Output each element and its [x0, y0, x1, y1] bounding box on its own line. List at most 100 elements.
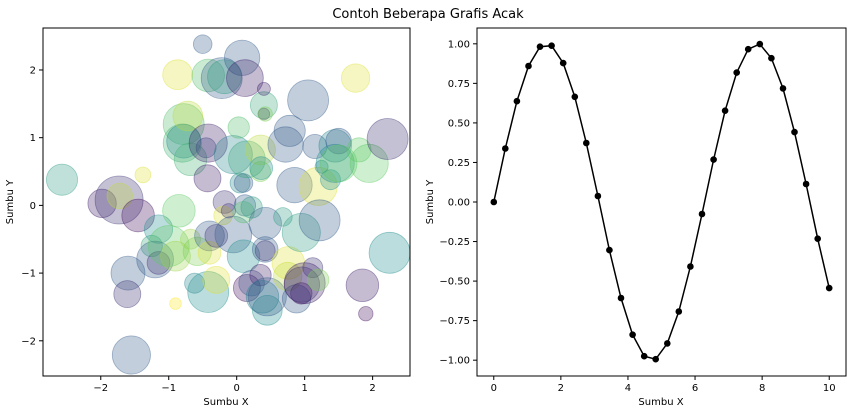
scatter-y-ticks: −2 −1 0 1 2: [21, 65, 43, 347]
line-y-tick-label-4: 0.00: [448, 198, 470, 209]
line-x-tick-label-2: 4: [625, 383, 631, 394]
line-x-tick-label-0: 0: [491, 383, 497, 394]
scatter-point-15: [169, 297, 182, 310]
scatter-point-71: [273, 261, 303, 292]
scatter-y-tick-label-4: 2: [30, 65, 36, 76]
scatter-point-67: [251, 294, 283, 326]
scatter-point-19: [162, 123, 202, 163]
scatter-point-21: [172, 100, 204, 132]
sine-point-4: [536, 43, 544, 50]
line-x-tick-label-4: 8: [759, 383, 765, 394]
line-y-tick-label-5: −0.25: [439, 237, 470, 248]
sine-point-24: [768, 54, 775, 62]
scatter-point-54: [238, 270, 265, 297]
scatter-x-ticks: −2 −1 0 1 2: [93, 376, 376, 394]
scatter-point-27: [191, 58, 225, 93]
sine-point-6: [559, 59, 567, 67]
scatter-point-55: [245, 134, 276, 166]
scatter-x-tick-label-2: 0: [234, 383, 240, 394]
sine-point-1: [502, 145, 509, 152]
scatter-point-16: [162, 59, 193, 90]
sine-point-25: [779, 85, 787, 92]
figure-title: Contoh Beberapa Grafis Acak: [332, 7, 524, 22]
line-y-tick-label-0: 1.00: [448, 39, 470, 50]
scatter-point-4: [121, 198, 155, 233]
sine-point-14: [652, 355, 659, 363]
scatter-point-79: [283, 262, 326, 305]
scatter-x-axis-label: Sumbu X: [203, 397, 248, 408]
sine-point-13: [640, 352, 648, 360]
scatter-point-44: [224, 39, 261, 76]
scatter-point-91: [319, 144, 358, 183]
sine-point-3: [525, 62, 532, 70]
line-y-tick-label-7: −0.75: [439, 316, 470, 327]
scatter-point-52: [232, 274, 261, 302]
scatter-point-35: [204, 224, 229, 248]
sine-point-15: [664, 340, 671, 347]
line-x-tick-label-5: 10: [823, 383, 836, 394]
scatter-x-tick-label-1: −1: [161, 383, 176, 394]
scatter-y-tick-label-3: 1: [30, 133, 36, 144]
scatter-point-13: [147, 225, 190, 267]
scatter-point-10: [143, 214, 174, 244]
scatter-point-47: [226, 239, 261, 273]
sine-point-16: [675, 308, 683, 315]
scatter-point-6: [110, 255, 146, 291]
line-y-ticks: 1.00 0.75 0.50 0.25 0.00 −0.25 −0.50 −0.75 −1.00: [439, 39, 477, 367]
scatter-point-46: [233, 173, 254, 193]
scatter-point-14: [160, 240, 191, 272]
scatter-point-87: [320, 169, 341, 191]
scatter-point-94: [345, 268, 380, 302]
scatter-point-24: [182, 236, 212, 266]
line-x-tick-label-3: 6: [692, 383, 698, 394]
scatter-point-29: [193, 164, 222, 193]
scatter-point-85: [298, 199, 341, 242]
line-x-axis-label: Sumbu X: [638, 397, 683, 408]
scatter-point-83: [298, 166, 338, 206]
scatter-point-68: [247, 277, 287, 317]
sine-point-28: [814, 235, 821, 242]
scatter-point-73: [273, 114, 306, 147]
scatter-point-8: [111, 335, 151, 375]
scatter-point-70: [267, 126, 304, 163]
scatter-point-66: [254, 240, 276, 262]
scatter-point-31: [187, 271, 230, 313]
scatter-point-58: [249, 263, 272, 287]
scatter-point-74: [276, 167, 313, 204]
scatter-point-0: [46, 163, 79, 196]
line-y-tick-label-1: 0.75: [448, 79, 470, 90]
sine-point-5: [548, 42, 555, 49]
sine-point-29: [825, 284, 833, 292]
sine-line: [493, 43, 830, 361]
scatter-point-49: [233, 194, 256, 217]
scatter-point-22: [173, 142, 208, 176]
scatter-points: [46, 34, 411, 375]
scatter-y-axis-label: Sumbu Y: [5, 179, 16, 224]
line-x-tick-label-1: 2: [558, 383, 564, 394]
scatter-point-51: [232, 201, 255, 224]
sine-point-17: [687, 263, 694, 270]
scatter-point-98: [368, 231, 411, 274]
scatter-point-50: [228, 140, 266, 179]
scatter-y-tick-label-0: −2: [21, 336, 36, 347]
scatter-point-2: [94, 175, 144, 225]
scatter-point-78: [283, 266, 320, 303]
scatter-point-84: [307, 268, 330, 291]
scatter-point-97: [366, 118, 409, 160]
line-y-tick-label-2: 0.50: [448, 118, 470, 129]
scatter-point-90: [325, 127, 352, 155]
scatter-plot-frame: [42, 27, 411, 377]
sine-point-18: [698, 210, 706, 218]
sine-point-10: [606, 246, 613, 254]
line-y-tick-label-3: 0.25: [448, 158, 470, 169]
scatter-point-48: [226, 59, 264, 97]
scatter-point-23: [180, 228, 201, 250]
scatter-point-17: [162, 194, 196, 228]
line-y-tick-label-6: −0.50: [439, 277, 470, 288]
scatter-point-39: [213, 205, 233, 226]
scatter-x-tick-label-4: 2: [369, 383, 375, 394]
scatter-x-tick-label-0: −2: [93, 383, 108, 394]
scatter-point-65: [252, 236, 279, 263]
scatter-point-5: [134, 166, 152, 184]
scatter-point-72: [271, 246, 305, 280]
